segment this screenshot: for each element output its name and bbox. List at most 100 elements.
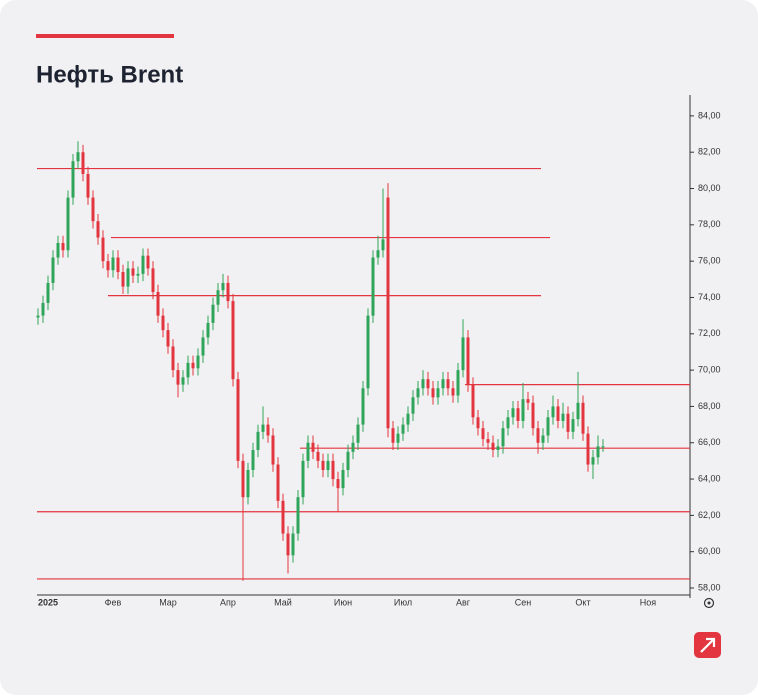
- candle-body: [546, 417, 550, 436]
- candle-body: [561, 413, 565, 421]
- candle-body: [101, 237, 105, 262]
- settings-ring: [703, 597, 715, 609]
- candle-body: [571, 419, 575, 432]
- candle-body: [361, 388, 365, 425]
- y-tick-label: 76,00: [698, 256, 721, 266]
- candle-body: [231, 301, 235, 380]
- settings-icon[interactable]: [703, 597, 715, 609]
- candle-body: [311, 442, 315, 452]
- candle-body: [51, 257, 55, 283]
- candle-body: [316, 451, 320, 461]
- candle-body: [476, 417, 480, 429]
- candle-body: [501, 428, 505, 447]
- candle-body: [596, 446, 600, 458]
- candle-body: [586, 433, 590, 465]
- candle-body: [181, 377, 185, 385]
- candle-body: [131, 268, 135, 276]
- candle-body: [471, 384, 475, 418]
- candle-body: [66, 197, 70, 251]
- x-tick-label: Окт: [575, 597, 590, 607]
- candle-body: [271, 435, 275, 465]
- candle-body: [136, 273, 140, 276]
- candle-body: [191, 362, 195, 369]
- settings-dot: [707, 601, 711, 605]
- candle-body: [356, 424, 360, 443]
- candle-body: [276, 464, 280, 501]
- candle-body: [111, 257, 115, 271]
- candle-body: [496, 446, 500, 451]
- candle-body: [151, 268, 155, 293]
- candle-body: [366, 315, 370, 389]
- candle-body: [451, 388, 455, 396]
- candle-body: [411, 397, 415, 414]
- candle-body: [261, 424, 265, 432]
- candle-body: [246, 469, 250, 498]
- y-tick-label: 70,00: [698, 364, 721, 374]
- candle-body: [541, 435, 545, 443]
- candle-body: [211, 304, 215, 323]
- candle-body: [161, 315, 165, 331]
- candle-body: [566, 413, 570, 432]
- y-tick-label: 74,00: [698, 292, 721, 302]
- candle-body: [416, 388, 420, 398]
- candle-body: [281, 500, 285, 534]
- x-tick-label: Мар: [159, 597, 177, 607]
- candle-body: [601, 446, 605, 448]
- candle-body: [341, 469, 345, 489]
- candle-body: [56, 242, 60, 258]
- candle-body: [491, 442, 495, 451]
- x-tick-label: Фев: [105, 597, 122, 607]
- candle-body: [446, 379, 450, 389]
- candle-body: [391, 428, 395, 443]
- candle-body: [401, 424, 405, 434]
- x-tick-label: Апр: [220, 597, 236, 607]
- candle-body: [116, 257, 120, 273]
- candle-body: [321, 460, 325, 470]
- logo-arrow: [700, 637, 716, 653]
- candle-body: [521, 399, 525, 421]
- candle-body: [331, 460, 335, 480]
- y-tick-label: 68,00: [698, 401, 721, 411]
- candle-body: [71, 161, 75, 198]
- candle-body: [441, 379, 445, 389]
- candle-body: [176, 370, 180, 385]
- x-tick-label: Июл: [394, 597, 412, 607]
- candle-body: [581, 402, 585, 434]
- candle-body: [166, 330, 170, 347]
- candle-body: [351, 442, 355, 452]
- candle-body: [196, 355, 200, 369]
- y-tick-label: 78,00: [698, 219, 721, 229]
- candle-body: [296, 497, 300, 534]
- candle-body: [516, 408, 520, 421]
- candle-body: [336, 479, 340, 489]
- candle-body: [81, 152, 85, 174]
- candle-body: [506, 417, 510, 429]
- candle-body: [526, 399, 530, 403]
- candle-body: [511, 408, 515, 418]
- candle-body: [251, 450, 255, 470]
- candle-body: [201, 337, 205, 356]
- candle-body: [216, 290, 220, 305]
- candle-body: [406, 413, 410, 425]
- candle-body: [226, 282, 230, 302]
- candle-body: [106, 261, 110, 271]
- candle-body: [436, 388, 440, 398]
- candle-body: [431, 388, 435, 398]
- candle-body: [466, 337, 470, 385]
- candle-body: [91, 197, 95, 222]
- y-tick-label: 58,00: [698, 582, 721, 592]
- candle-body: [556, 406, 560, 421]
- y-tick-label: 80,00: [698, 183, 721, 193]
- y-tick-label: 84,00: [698, 110, 721, 120]
- candle-body: [256, 431, 260, 451]
- candle-body: [426, 379, 430, 389]
- candle-body: [186, 362, 190, 378]
- candle-body: [421, 379, 425, 389]
- x-tick-label: Авг: [456, 597, 471, 607]
- logo: [694, 632, 721, 658]
- candle-body: [266, 424, 270, 436]
- y-tick-label: 82,00: [698, 147, 721, 157]
- candle-body: [141, 255, 145, 274]
